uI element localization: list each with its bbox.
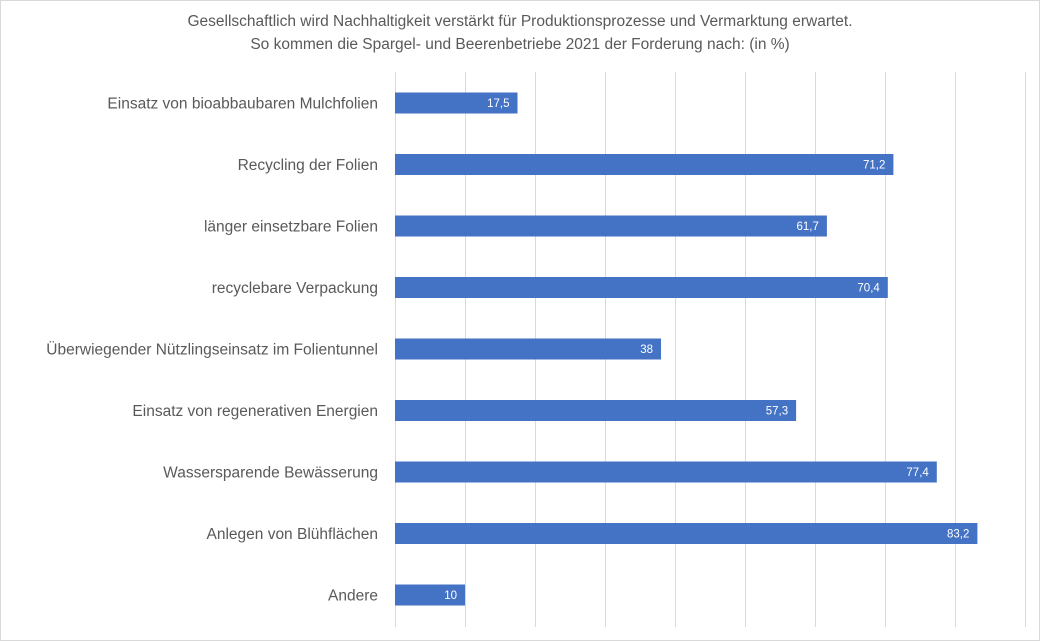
- category-label: recyclebare Verpackung: [212, 280, 378, 297]
- value-label: 57,3: [766, 406, 788, 418]
- value-label: 10: [444, 590, 457, 602]
- chart-subtitle: So kommen die Spargel- und Beerenbetrieb…: [250, 36, 790, 53]
- category-label: Andere: [328, 588, 378, 605]
- bar: [395, 92, 518, 114]
- bar: [395, 584, 465, 606]
- bar: [395, 215, 827, 237]
- bar: [395, 338, 661, 360]
- bar: [395, 400, 797, 421]
- value-label: 83,2: [947, 529, 969, 541]
- category-label: Einsatz von regenerativen Energien: [132, 403, 378, 420]
- category-label: Recycling der Folien: [238, 157, 378, 174]
- bar: [395, 461, 937, 483]
- value-label: 61,7: [797, 221, 819, 233]
- value-label: 70,4: [857, 283, 880, 295]
- bars: [395, 92, 978, 606]
- bar: [395, 277, 888, 298]
- category-label: länger einsetzbare Folien: [204, 219, 378, 236]
- bar: [395, 523, 978, 544]
- chart-title: Gesellschaftlich wird Nachhaltigkeit ver…: [187, 13, 853, 30]
- category-labels: Einsatz von bioabbaubaren Mulchfolien Rec…: [46, 96, 378, 605]
- category-label: Anlegen von Blühflächen: [207, 526, 379, 543]
- category-label: Einsatz von bioabbaubaren Mulchfolien: [107, 96, 378, 113]
- bar: [395, 154, 894, 175]
- category-label: Überwiegender Nützlingseinsatz im Folien…: [46, 341, 378, 359]
- value-labels: 17,5 71,2 61,7 70,4 38 57,3 77,4 83,2 10: [444, 98, 969, 602]
- category-label: Wassersparende Bewässerung: [163, 465, 378, 482]
- value-label: 71,2: [863, 160, 885, 172]
- value-label: 77,4: [906, 467, 929, 479]
- value-label: 38: [640, 344, 653, 356]
- value-label: 17,5: [487, 98, 509, 110]
